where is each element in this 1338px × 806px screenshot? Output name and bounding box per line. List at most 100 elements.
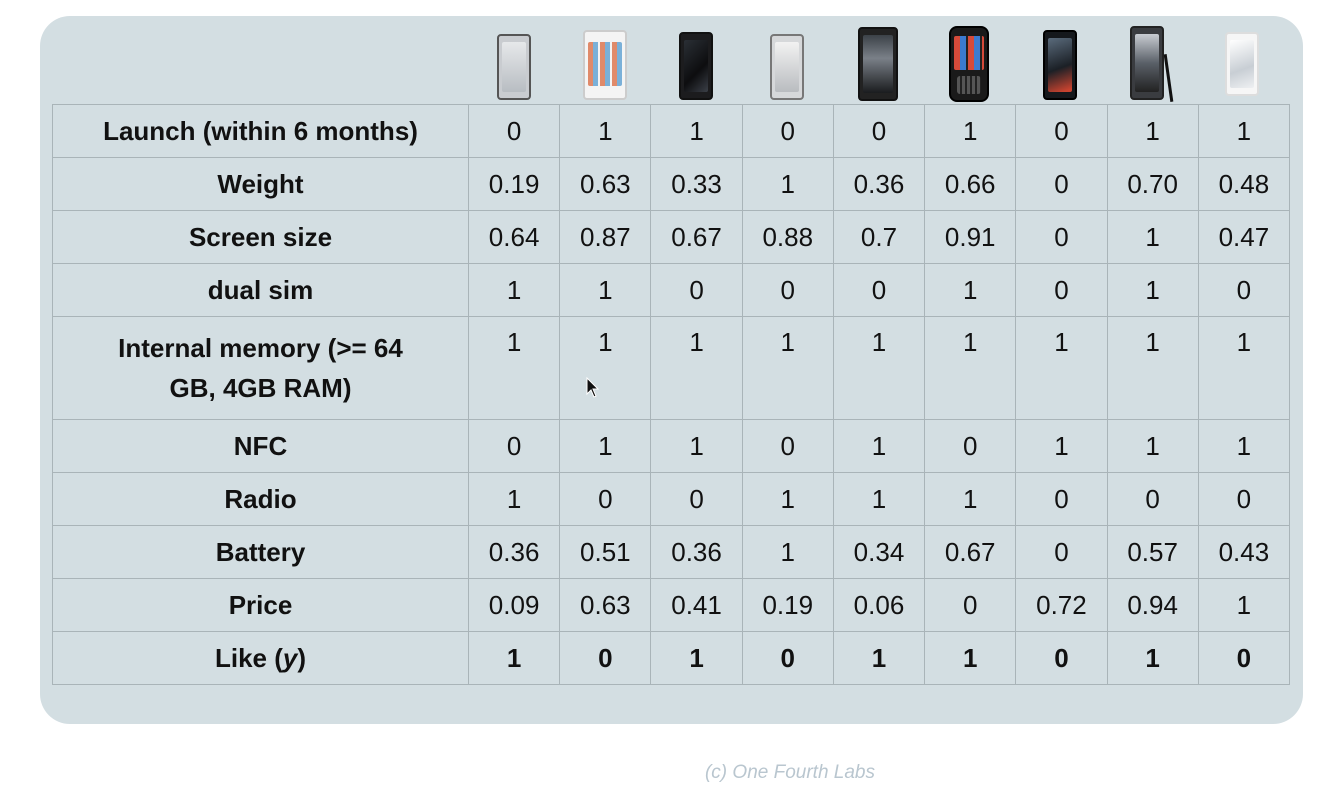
cell-value: 1: [832, 631, 926, 685]
cell-value: 0: [924, 578, 1017, 632]
phone-qwerty-icon: [923, 24, 1014, 104]
cell-value: 1: [559, 104, 652, 158]
cell-value: 1: [832, 419, 926, 473]
cell-value: 0: [1015, 104, 1108, 158]
cell-value: 0: [1015, 263, 1108, 317]
cell-value: 0.41: [650, 578, 743, 632]
cell-value: 0.36: [467, 525, 561, 579]
cell-value: 1: [924, 472, 1017, 526]
cell-value: 0: [1015, 472, 1108, 526]
cell-value: 0.33: [650, 157, 743, 211]
table-row: Internal memory (>= 64 GB, 4GB RAM) 1 1 1…: [52, 316, 1291, 420]
cell-value: 0.48: [1197, 157, 1291, 211]
cell-value: 0: [1106, 472, 1199, 526]
cell-value: 0.51: [559, 525, 652, 579]
cell-value: 1: [1197, 316, 1291, 420]
cell-value: 0: [741, 419, 834, 473]
cell-value: 0.43: [1197, 525, 1291, 579]
row-label: Weight: [52, 157, 469, 211]
cell-value: 1: [924, 316, 1017, 420]
cell-value: 0: [832, 263, 926, 317]
table-row: dual sim 1 1 0 0 0 1 0 1 0: [52, 263, 1291, 317]
row-label: Launch (within 6 months): [52, 104, 469, 158]
cell-value: 0: [467, 104, 561, 158]
cell-value: 0: [832, 104, 926, 158]
cell-value: 0: [741, 104, 834, 158]
cell-value: 0.7: [832, 210, 926, 264]
cell-value: 0.36: [832, 157, 926, 211]
cell-value: 0.94: [1106, 578, 1199, 632]
cell-value: 0: [1197, 631, 1291, 685]
cell-value: 1: [650, 316, 743, 420]
cell-value: 0: [1015, 631, 1108, 685]
phone-iphone-white-icon: [559, 24, 650, 104]
cell-value: 1: [559, 263, 652, 317]
cell-value: 1: [1197, 104, 1291, 158]
cell-value: 0.47: [1197, 210, 1291, 264]
cell-value: 1: [650, 419, 743, 473]
cell-value: 0: [1015, 157, 1108, 211]
cell-value: 1: [1106, 419, 1199, 473]
label-variable: y: [282, 642, 298, 673]
cell-value: 0.66: [924, 157, 1017, 211]
cell-value: 0: [559, 472, 652, 526]
cell-value: 0: [467, 419, 561, 473]
cell-value: 0.67: [924, 525, 1017, 579]
cell-value: 1: [741, 525, 834, 579]
cell-value: 1: [741, 316, 834, 420]
cell-value: 0: [924, 419, 1017, 473]
cell-value: 1: [1015, 316, 1108, 420]
cell-value: 0: [741, 631, 834, 685]
cell-value: 0.06: [832, 578, 926, 632]
phone-silver-icon: [468, 24, 559, 104]
cell-value: 1: [741, 472, 834, 526]
cell-value: 1: [1197, 578, 1291, 632]
cell-value: 1: [559, 316, 652, 420]
cell-value: 0.70: [1106, 157, 1199, 211]
phone-oneplus-icon: [1014, 24, 1105, 104]
table-row: Price 0.09 0.63 0.41 0.19 0.06 0 0.72 0.…: [52, 578, 1291, 632]
phone-black-icon: [650, 24, 741, 104]
row-label: NFC: [52, 419, 469, 473]
cell-value: 1: [924, 104, 1017, 158]
label-text: Like (: [214, 642, 283, 673]
row-label: Like (y): [52, 631, 469, 685]
cell-value: 0: [1015, 525, 1108, 579]
cell-value: 1: [467, 316, 561, 420]
row-label: Price: [52, 578, 469, 632]
cell-value: 1: [741, 157, 834, 211]
mouse-cursor-icon: [586, 377, 600, 398]
cell-value: 0.67: [650, 210, 743, 264]
cell-value: 1: [1015, 419, 1108, 473]
cell-value: 0.88: [741, 210, 834, 264]
cell-value: 1: [832, 316, 926, 420]
cell-value: 0.91: [924, 210, 1017, 264]
cell-value: 1: [1197, 419, 1291, 473]
phone-white-icon: [1196, 24, 1287, 104]
cell-value: 0.09: [467, 578, 561, 632]
cell-value: 0: [559, 631, 652, 685]
cell-value: 0.63: [559, 578, 652, 632]
cell-value: 1: [924, 631, 1017, 685]
cell-value: 1: [924, 263, 1017, 317]
phone-dark-wide-icon: [832, 24, 923, 104]
cell-value: 0: [1197, 472, 1291, 526]
row-label: dual sim: [52, 263, 469, 317]
feature-table: Launch (within 6 months) 0 1 1 0 0 1 0 1…: [52, 104, 1291, 685]
cell-value: 0.64: [467, 210, 561, 264]
cell-value: 1: [650, 104, 743, 158]
cell-value: 0: [741, 263, 834, 317]
table-row: NFC 0 1 1 0 1 0 1 1 1: [52, 419, 1291, 473]
cell-value: 0.34: [832, 525, 926, 579]
cell-value: 0: [1015, 210, 1108, 264]
table-row: Weight 0.19 0.63 0.33 1 0.36 0.66 0 0.70…: [52, 157, 1291, 211]
row-label: Radio: [52, 472, 469, 526]
row-label-line-1: Internal memory (>= 64: [118, 333, 403, 363]
cell-value: 0: [650, 263, 743, 317]
table-row: Battery 0.36 0.51 0.36 1 0.34 0.67 0 0.5…: [52, 525, 1291, 579]
cell-value: 1: [1106, 631, 1199, 685]
table-row: Radio 1 0 0 1 1 1 0 0 0: [52, 472, 1291, 526]
row-label: Battery: [52, 525, 469, 579]
row-label-line-2: GB, 4GB RAM): [169, 373, 352, 403]
row-label: Screen size: [52, 210, 469, 264]
